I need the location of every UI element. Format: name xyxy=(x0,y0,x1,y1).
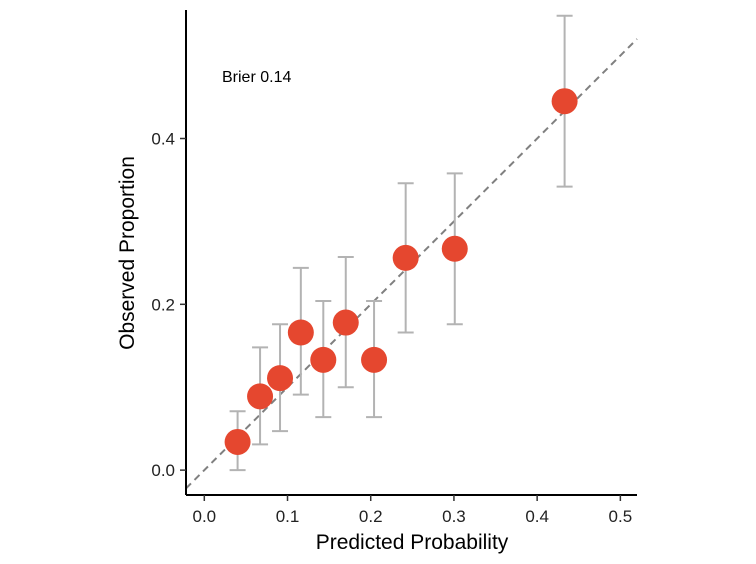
y-tick-label: 0.2 xyxy=(151,295,175,314)
axes: 0.0 0.1 0.2 0.3 0.4 0.5 0.0 0.2 0.4 xyxy=(151,10,637,526)
data-point-6 xyxy=(332,309,359,336)
x-axis-title: Predicted Probability xyxy=(316,531,509,554)
data-point-8 xyxy=(392,244,419,271)
x-tick-label: 0.1 xyxy=(276,507,300,526)
data-point-10 xyxy=(551,88,578,115)
data-point-4 xyxy=(287,319,314,346)
data-point-9 xyxy=(441,235,468,262)
y-tick-label: 0.4 xyxy=(151,130,175,149)
data-point-7 xyxy=(361,346,388,373)
x-tick-label: 0.3 xyxy=(442,507,466,526)
x-tick-label: 0.4 xyxy=(525,507,549,526)
data-point-2 xyxy=(247,383,274,410)
brier-annotation: Brier 0.14 xyxy=(222,69,291,86)
y-axis-title: Observed Proportion xyxy=(116,156,139,350)
y-tick-label: 0.0 xyxy=(151,461,175,480)
x-tick-label: 0.5 xyxy=(609,507,633,526)
data-point-3 xyxy=(267,365,294,392)
data-point-1 xyxy=(224,428,251,455)
point-layer xyxy=(224,88,578,455)
x-tick-label: 0.2 xyxy=(359,507,383,526)
x-tick-label: 0.0 xyxy=(192,507,216,526)
data-point-5 xyxy=(310,346,337,373)
